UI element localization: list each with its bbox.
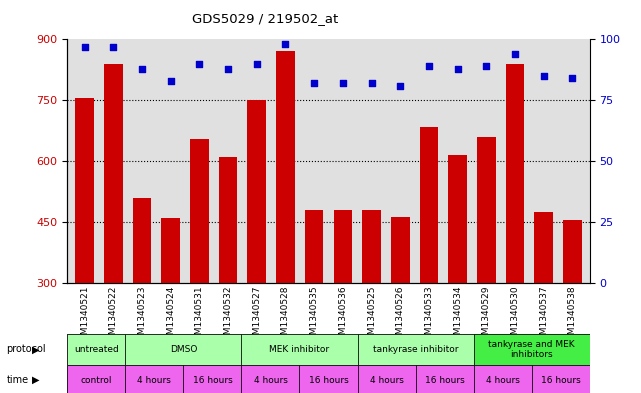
Bar bbox=[67, 334, 126, 365]
Point bbox=[223, 65, 233, 72]
Bar bbox=[477, 137, 495, 283]
Point bbox=[510, 51, 520, 57]
Bar bbox=[219, 157, 237, 283]
Bar bbox=[535, 212, 553, 283]
Bar bbox=[133, 198, 151, 283]
Text: 4 hours: 4 hours bbox=[370, 376, 403, 384]
Point bbox=[338, 80, 348, 86]
Point bbox=[567, 75, 578, 81]
Text: 4 hours: 4 hours bbox=[254, 376, 287, 384]
Bar bbox=[362, 210, 381, 283]
Text: tankyrase inhibitor: tankyrase inhibitor bbox=[373, 345, 458, 354]
Bar bbox=[126, 334, 242, 365]
Bar bbox=[531, 365, 590, 393]
Text: time: time bbox=[6, 375, 29, 385]
Point bbox=[252, 61, 262, 67]
Bar bbox=[104, 64, 122, 283]
Text: 16 hours: 16 hours bbox=[192, 376, 232, 384]
Point bbox=[137, 65, 147, 72]
Bar bbox=[358, 334, 474, 365]
Bar bbox=[242, 365, 299, 393]
Point bbox=[538, 73, 549, 79]
Text: MEK inhibitor: MEK inhibitor bbox=[269, 345, 329, 354]
Text: 16 hours: 16 hours bbox=[541, 376, 581, 384]
Point bbox=[165, 77, 176, 84]
Bar bbox=[126, 365, 183, 393]
Bar bbox=[415, 365, 474, 393]
Point bbox=[367, 80, 377, 86]
Bar bbox=[247, 100, 266, 283]
Bar bbox=[358, 365, 415, 393]
Point bbox=[395, 83, 405, 89]
Text: control: control bbox=[81, 376, 112, 384]
Bar bbox=[67, 365, 126, 393]
Point bbox=[481, 63, 492, 69]
Point bbox=[280, 41, 290, 47]
Bar bbox=[305, 210, 324, 283]
Point bbox=[309, 80, 319, 86]
Text: protocol: protocol bbox=[6, 344, 46, 354]
Text: ▶: ▶ bbox=[32, 344, 40, 354]
Text: tankyrase and MEK
inhibitors: tankyrase and MEK inhibitors bbox=[488, 340, 575, 359]
Bar bbox=[299, 365, 358, 393]
Bar bbox=[474, 334, 590, 365]
Bar bbox=[474, 365, 531, 393]
Bar bbox=[190, 139, 209, 283]
Bar bbox=[391, 217, 410, 283]
Bar bbox=[276, 51, 295, 283]
Bar bbox=[563, 220, 582, 283]
Text: DMSO: DMSO bbox=[170, 345, 197, 354]
Text: 4 hours: 4 hours bbox=[137, 376, 171, 384]
Point bbox=[108, 44, 119, 50]
Bar bbox=[183, 365, 242, 393]
Bar bbox=[448, 155, 467, 283]
Point bbox=[424, 63, 434, 69]
Text: 16 hours: 16 hours bbox=[425, 376, 465, 384]
Point bbox=[194, 61, 204, 67]
Point bbox=[79, 44, 90, 50]
Bar bbox=[162, 218, 180, 283]
Text: 16 hours: 16 hours bbox=[308, 376, 349, 384]
Bar bbox=[506, 64, 524, 283]
Bar bbox=[420, 127, 438, 283]
Point bbox=[453, 65, 463, 72]
Bar bbox=[333, 210, 352, 283]
Text: 4 hours: 4 hours bbox=[486, 376, 520, 384]
Text: untreated: untreated bbox=[74, 345, 119, 354]
Bar bbox=[75, 98, 94, 283]
Text: ▶: ▶ bbox=[32, 375, 40, 385]
Text: GDS5029 / 219502_at: GDS5029 / 219502_at bbox=[192, 12, 338, 25]
Bar bbox=[242, 334, 358, 365]
